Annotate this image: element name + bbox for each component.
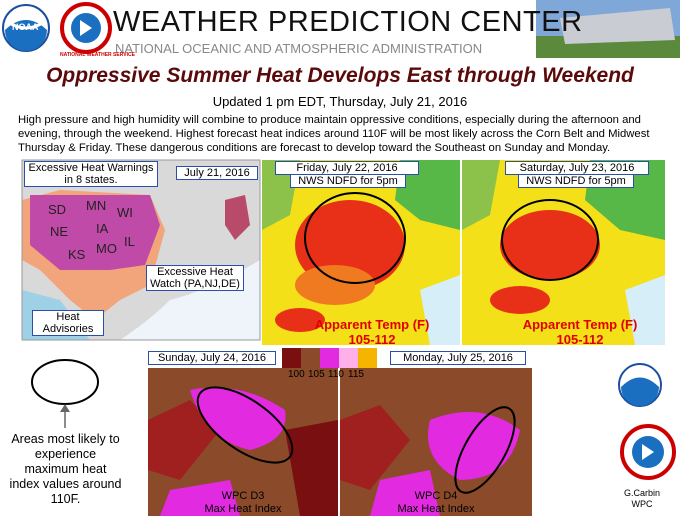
state-label: WI [117,205,133,220]
focus-ellipse [501,199,599,281]
panel-range: 105-112 [556,332,604,347]
noaa-logo [2,4,50,52]
state-label: MO [96,241,117,256]
credit: G.Carbin [623,488,660,498]
panel-date: Friday, July 22, 2016 [275,161,419,175]
apparent-temp-map-fri [262,160,460,345]
legend-label: 110 [328,369,344,380]
panel-label: Apparent Temp (F) [314,317,430,332]
logo-text: NOAA [12,22,39,32]
panel-range: 105-112 [348,332,396,347]
building [560,8,675,44]
panel-label: Max Heat Index [397,503,475,515]
nws-logo [60,2,112,54]
panel-date: Saturday, July 23, 2016 [505,161,649,175]
panel-label: Max Heat Index [204,503,282,515]
panel-source: NWS NDFD for 5pm [290,174,406,188]
state-label: NE [50,224,69,239]
warnings-map [22,160,260,340]
nws-logo [620,424,676,480]
headline: Oppressive Summer Heat Develops East thr… [46,64,634,87]
panel-date: July 21, 2016 [176,166,258,180]
callout: Heat Advisories [32,310,104,336]
state-label: KS [68,247,86,262]
heat-index-map-mon [340,368,532,516]
legend-label: 100 [288,369,305,380]
header-subtitle: NATIONAL OCEANIC AND ATMOSPHERIC ADMINIS… [115,41,483,56]
apparent-temp-map-sat [462,160,665,345]
updated: Updated 1 pm EDT, Thursday, July 21, 201… [212,94,468,109]
state-label: IA [96,221,109,236]
header-title: WEATHER PREDICTION CENTER [113,6,583,38]
focus-ellipse [304,192,406,284]
key-text: Areas most likely to experience maximum … [9,432,122,506]
focus-ellipse [454,406,516,494]
legend-label: 115 [348,369,364,380]
panel-date: Sunday, July 24, 2016 [148,351,276,365]
focus-ellipse [196,386,294,464]
callout: Excessive Heat Watch (PA,NJ,DE) [146,265,244,291]
panel-frame [21,159,261,341]
legend-swatches [282,348,377,368]
key-ellipse [31,359,99,405]
logo-text: NATIONAL WEATHER SERVICE [60,52,135,58]
callout: Excessive Heat Warnings in 8 states. [24,161,158,187]
key-arrow-head [60,404,70,412]
noaa-logo [618,363,662,407]
panel-source: WPC D4 [414,490,458,502]
panel-date: Monday, July 25, 2016 [390,351,526,365]
state-label: MN [86,198,107,213]
panel-source: NWS NDFD for 5pm [518,174,634,188]
summary: High pressure and high humidity will com… [18,114,650,154]
state-label: IL [124,234,135,249]
heat-index-map-sun [148,368,338,516]
legend-label: 105 [308,369,325,380]
panel-source: WPC D3 [221,490,265,502]
state-label: SD [48,202,67,217]
panel-label: Apparent Temp (F) [522,317,638,332]
credit: WPC [631,499,653,509]
